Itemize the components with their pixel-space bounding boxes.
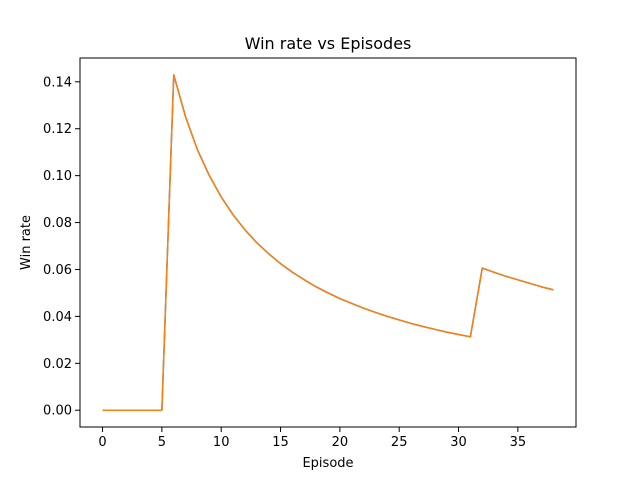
x-axis-ticks: 0 5 10 15 20 25 30 35 <box>98 427 526 450</box>
y-tick-label: 0.02 <box>43 357 72 372</box>
y-tick-label: 0.10 <box>43 169 72 184</box>
series-layer <box>102 74 554 411</box>
y-tick-label: 0.06 <box>43 263 72 278</box>
y-tick-label: 0.00 <box>43 404 72 419</box>
y-tick-label: 0.04 <box>43 310 72 325</box>
y-axis-label: Win rate <box>19 215 34 270</box>
x-tick-label: 10 <box>213 435 230 450</box>
series-line <box>102 74 554 411</box>
x-tick-label: 25 <box>391 435 408 450</box>
x-tick-label: 5 <box>158 435 166 450</box>
chart-title: Win rate vs Episodes <box>245 34 412 53</box>
x-tick-label: 20 <box>332 435 349 450</box>
y-axis-ticks: 0.00 0.02 0.04 0.06 0.08 0.10 0.12 0.14 <box>43 75 80 419</box>
x-tick-label: 0 <box>98 435 106 450</box>
x-tick-label: 30 <box>450 435 467 450</box>
x-tick-label: 35 <box>510 435 527 450</box>
x-axis-label: Episode <box>302 456 353 471</box>
series-1 <box>102 74 554 411</box>
y-tick-label: 0.14 <box>43 75 72 90</box>
plot-frame <box>79 57 577 428</box>
plot-background <box>80 58 576 427</box>
y-tick-label: 0.12 <box>43 122 72 137</box>
x-tick-label: 15 <box>272 435 289 450</box>
y-tick-label: 0.08 <box>43 216 72 231</box>
